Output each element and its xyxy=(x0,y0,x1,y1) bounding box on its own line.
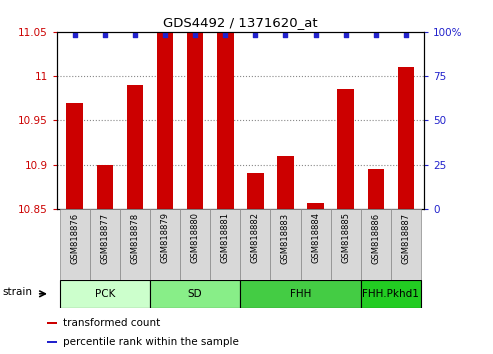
Bar xyxy=(150,209,180,280)
Bar xyxy=(368,169,384,209)
Text: GSM818885: GSM818885 xyxy=(341,212,350,263)
Point xyxy=(71,32,79,38)
Bar xyxy=(307,203,324,209)
Bar xyxy=(361,280,421,308)
Text: GSM818879: GSM818879 xyxy=(161,212,170,263)
Bar xyxy=(97,165,113,209)
Point xyxy=(402,32,410,38)
Point xyxy=(131,32,139,38)
Text: FHH: FHH xyxy=(290,289,311,299)
Bar xyxy=(210,209,241,280)
Bar xyxy=(217,0,234,209)
Point xyxy=(191,32,199,38)
Text: GSM818880: GSM818880 xyxy=(191,212,200,263)
Bar xyxy=(127,85,143,209)
Bar xyxy=(331,209,361,280)
Point xyxy=(372,32,380,38)
Point xyxy=(251,32,259,38)
Text: GSM818881: GSM818881 xyxy=(221,212,230,263)
Point xyxy=(161,32,169,38)
Text: percentile rank within the sample: percentile rank within the sample xyxy=(63,337,239,347)
Bar xyxy=(60,280,150,308)
Text: strain: strain xyxy=(3,287,33,297)
Point xyxy=(101,32,109,38)
Bar xyxy=(180,209,210,280)
Bar xyxy=(277,156,294,209)
Bar xyxy=(361,209,391,280)
Text: GSM818886: GSM818886 xyxy=(371,212,380,263)
Text: PCK: PCK xyxy=(95,289,115,299)
Text: GSM818884: GSM818884 xyxy=(311,212,320,263)
Bar xyxy=(391,209,421,280)
Bar xyxy=(187,0,204,209)
Bar xyxy=(67,103,83,209)
Bar xyxy=(157,0,174,209)
Text: SD: SD xyxy=(188,289,203,299)
Bar xyxy=(120,209,150,280)
Bar xyxy=(60,209,90,280)
Bar xyxy=(47,322,57,324)
Bar xyxy=(150,280,241,308)
Bar xyxy=(90,209,120,280)
Text: GSM818878: GSM818878 xyxy=(131,212,140,263)
Bar xyxy=(247,173,264,209)
Text: GSM818882: GSM818882 xyxy=(251,212,260,263)
Bar xyxy=(301,209,331,280)
Point xyxy=(221,32,229,38)
Point xyxy=(282,32,289,38)
Text: transformed count: transformed count xyxy=(63,318,161,328)
Bar xyxy=(337,90,354,209)
Bar xyxy=(241,209,271,280)
Title: GDS4492 / 1371620_at: GDS4492 / 1371620_at xyxy=(163,16,317,29)
Text: FHH.Pkhd1: FHH.Pkhd1 xyxy=(362,289,420,299)
Text: GSM818876: GSM818876 xyxy=(70,212,79,263)
Text: GSM818877: GSM818877 xyxy=(101,212,109,263)
Text: GSM818887: GSM818887 xyxy=(401,212,410,263)
Bar xyxy=(398,67,414,209)
Bar xyxy=(241,280,361,308)
Bar xyxy=(271,209,301,280)
Bar xyxy=(47,341,57,343)
Point xyxy=(312,32,319,38)
Text: GSM818883: GSM818883 xyxy=(281,212,290,263)
Point xyxy=(342,32,350,38)
